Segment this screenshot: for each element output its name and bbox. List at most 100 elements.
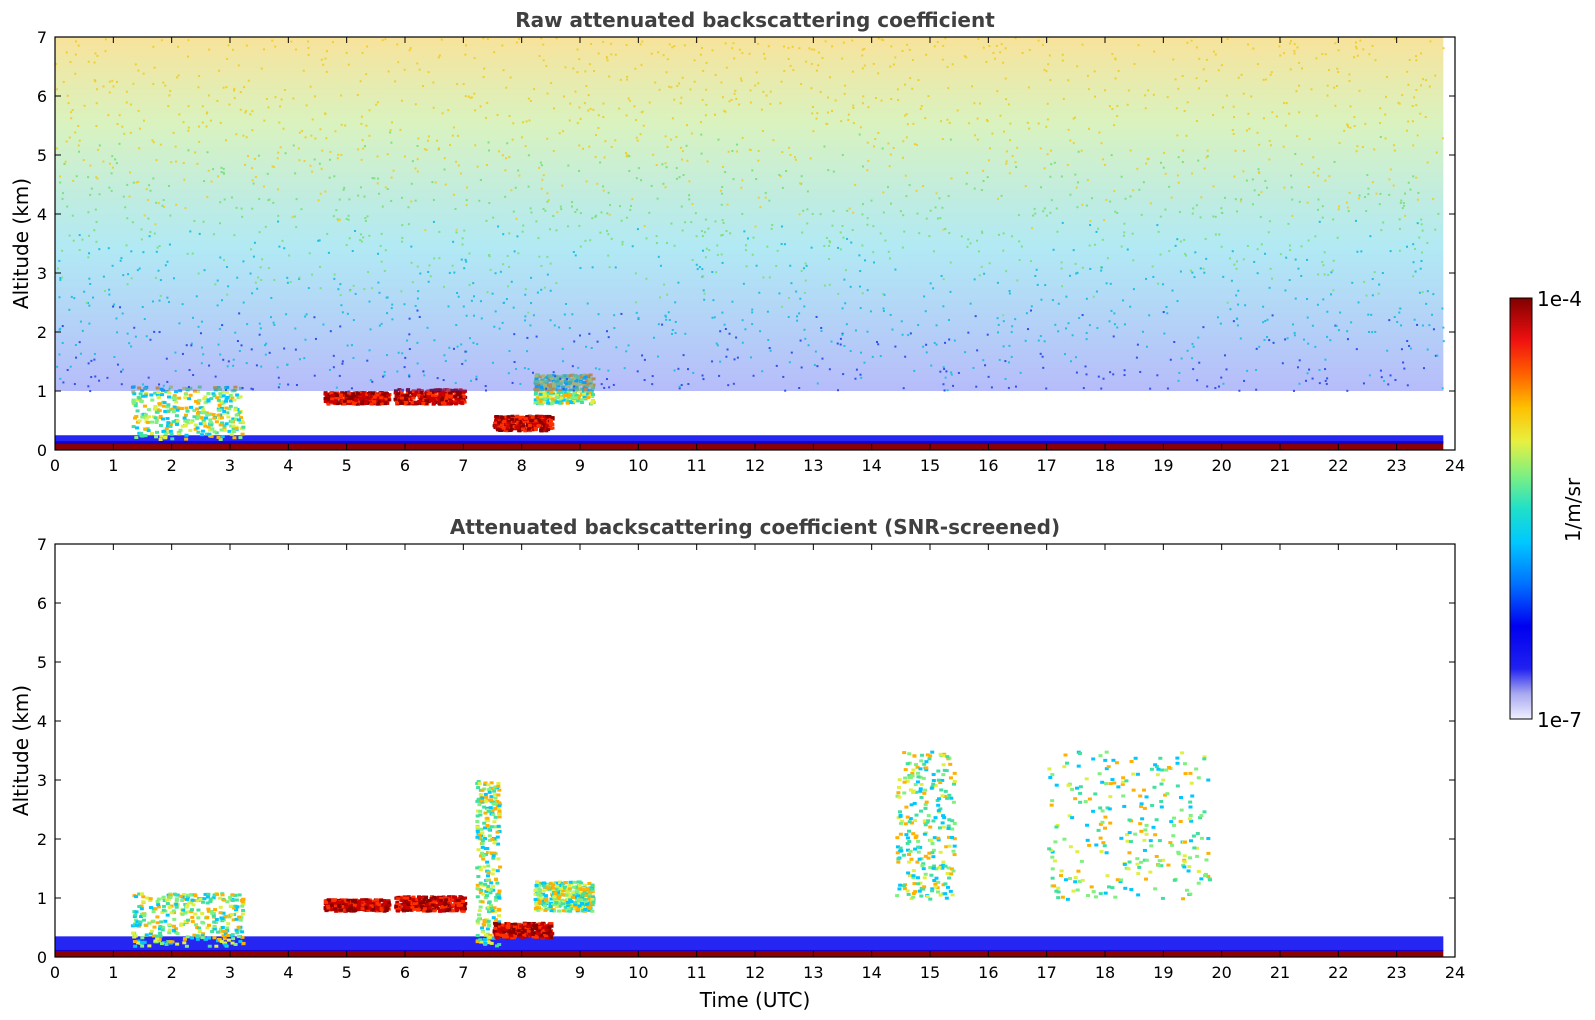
raw-backscatter-panel: Raw attenuated backscattering coefficien…	[9, 8, 1465, 475]
y-tick-label: 6	[37, 594, 47, 613]
x-tick-label: 12	[745, 963, 765, 982]
screened-backscatter-panel: Attenuated backscattering coefficient (S…	[9, 515, 1465, 1012]
x-tick-label: 22	[1328, 456, 1348, 475]
cloud-feature	[130, 892, 246, 948]
y-tick-label: 4	[37, 205, 47, 224]
x-tick-label: 6	[400, 963, 410, 982]
y-tick-label: 3	[37, 771, 47, 790]
x-tick-label: 3	[225, 963, 235, 982]
colorbar-unit-label: 1/m/sr	[1561, 477, 1585, 542]
boundary-layer-feature	[55, 936, 1444, 952]
x-tick-label: 18	[1095, 456, 1115, 475]
cloud-feature	[492, 414, 555, 433]
noise-region	[55, 37, 1445, 393]
colorbar: 1e-4 1e-7 1/m/sr	[1509, 287, 1585, 732]
y-tick-label: 2	[37, 830, 47, 849]
x-tick-label: 15	[920, 456, 940, 475]
x-tick-label: 0	[50, 456, 60, 475]
cirrus-feature	[1047, 750, 1213, 901]
raw-x-axis: 0 1 2 3 4 5 6 7 8 9 10 11 12 13 14 15 16 17 18 19 20 21 22 23 24	[50, 37, 1465, 475]
x-tick-label: 24	[1445, 963, 1465, 982]
y-tick-label: 0	[37, 948, 47, 967]
y-tick-label: 1	[37, 382, 47, 401]
x-tick-label: 20	[1211, 963, 1231, 982]
screened-plot-frame	[54, 543, 1456, 958]
x-tick-label: 10	[628, 456, 648, 475]
x-axis-label: Time (UTC)	[699, 988, 811, 1012]
x-tick-label: 10	[628, 963, 648, 982]
y-tick-label: 7	[37, 535, 47, 554]
x-tick-label: 21	[1270, 456, 1290, 475]
x-tick-label: 13	[803, 963, 823, 982]
x-tick-label: 17	[1036, 963, 1056, 982]
x-tick-label: 9	[575, 456, 585, 475]
boundary-layer-feature	[55, 435, 1444, 445]
y-tick-label: 5	[37, 653, 47, 672]
raw-heatmap	[55, 37, 1445, 450]
x-tick-label: 9	[575, 963, 585, 982]
x-tick-label: 21	[1270, 963, 1290, 982]
cloud-feature	[130, 385, 246, 441]
x-tick-label: 17	[1036, 456, 1056, 475]
cloud-feature	[323, 898, 392, 913]
screened-y-axis: 0 1 2 3 4 5 6 7	[37, 535, 1455, 967]
y-tick-label: 7	[37, 28, 47, 47]
x-tick-label: 22	[1328, 963, 1348, 982]
x-tick-label: 7	[458, 456, 468, 475]
x-tick-label: 14	[861, 963, 881, 982]
x-tick-label: 19	[1153, 456, 1173, 475]
x-tick-label: 19	[1153, 963, 1173, 982]
x-tick-label: 24	[1445, 456, 1465, 475]
screened-heatmap	[55, 750, 1444, 957]
x-tick-label: 4	[283, 963, 293, 982]
y-tick-label: 2	[37, 323, 47, 342]
cloud-feature	[533, 880, 596, 913]
screened-x-axis: 0 1 2 3 4 5 6 7 8 9 10 11 12 13 14 15 16 17 18 19 20 21 22 23 24	[50, 544, 1465, 982]
colorbar-gradient	[1509, 297, 1533, 720]
cloud-feature	[394, 895, 468, 913]
x-tick-label: 5	[342, 456, 352, 475]
y-tick-label: 6	[37, 87, 47, 106]
y-tick-label: 4	[37, 712, 47, 731]
x-tick-label: 16	[978, 456, 998, 475]
colorbar-max-label: 1e-4	[1537, 287, 1582, 311]
x-tick-label: 8	[517, 963, 527, 982]
y-tick-label: 3	[37, 264, 47, 283]
x-tick-label: 14	[861, 456, 881, 475]
surface-layer-feature	[55, 949, 1444, 957]
raw-y-axis-label: Altitude (km)	[9, 178, 33, 309]
x-tick-label: 20	[1211, 456, 1231, 475]
x-tick-label: 2	[167, 456, 177, 475]
cloud-feature	[492, 921, 555, 940]
x-tick-label: 11	[686, 456, 706, 475]
surface-layer-feature	[55, 441, 1444, 450]
x-tick-label: 18	[1095, 963, 1115, 982]
raw-y-axis: 0 1 2 3 4 5 6 7	[37, 28, 1455, 460]
x-tick-label: 5	[342, 963, 352, 982]
x-tick-label: 23	[1386, 456, 1406, 475]
x-tick-label: 2	[167, 963, 177, 982]
x-tick-label: 13	[803, 456, 823, 475]
x-tick-label: 23	[1386, 963, 1406, 982]
screened-panel-title: Attenuated backscattering coefficient (S…	[450, 515, 1060, 539]
x-tick-label: 16	[978, 963, 998, 982]
plume-feature	[475, 780, 503, 948]
x-tick-label: 7	[458, 963, 468, 982]
x-tick-label: 11	[686, 963, 706, 982]
x-tick-label: 4	[283, 456, 293, 475]
x-tick-label: 8	[517, 456, 527, 475]
x-tick-label: 1	[108, 456, 118, 475]
y-tick-label: 5	[37, 146, 47, 165]
x-tick-label: 12	[745, 456, 765, 475]
y-tick-label: 0	[37, 441, 47, 460]
x-tick-label: 3	[225, 456, 235, 475]
x-tick-label: 1	[108, 963, 118, 982]
x-tick-label: 15	[920, 963, 940, 982]
x-tick-label: 0	[50, 963, 60, 982]
y-tick-label: 1	[37, 889, 47, 908]
x-tick-label: 6	[400, 456, 410, 475]
screened-y-axis-label: Altitude (km)	[9, 685, 33, 816]
raw-panel-title: Raw attenuated backscattering coefficien…	[515, 8, 995, 32]
cloud-feature	[323, 391, 392, 406]
